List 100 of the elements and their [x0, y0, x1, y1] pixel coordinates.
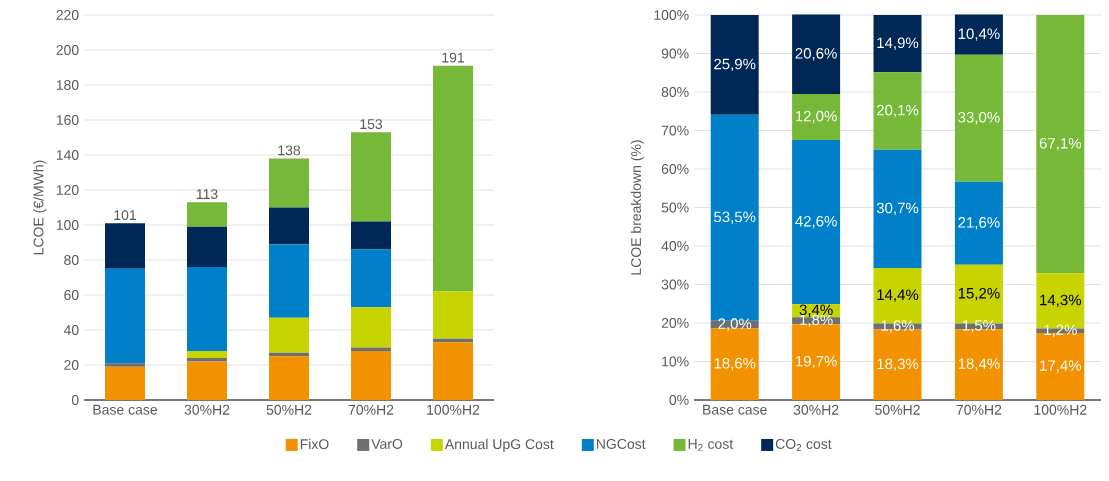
bar	[351, 221, 391, 250]
y-tick-label: 10%	[662, 356, 689, 367]
x-tick-label: 100%H2	[427, 404, 480, 415]
data-label: 14,4%	[877, 289, 919, 302]
data-label: 18,4%	[958, 358, 1000, 371]
y-tick-label: 30%	[661, 279, 689, 290]
legend-label: VarO	[371, 439, 403, 449]
bar	[873, 149, 922, 268]
data-label: 30,7%	[876, 202, 919, 216]
bar	[187, 226, 227, 267]
bar	[954, 54, 1003, 182]
data-label: 20,1%	[876, 104, 919, 118]
bar	[187, 358, 227, 362]
y-tick-label: 100%	[654, 10, 689, 20]
bar	[187, 351, 227, 358]
total-label: 101	[114, 210, 136, 221]
data-label: 18,3%	[877, 358, 919, 371]
bar	[792, 140, 841, 305]
bar	[187, 202, 227, 227]
data-label: 12,0%	[795, 110, 837, 124]
y-tick-label: 0%	[669, 395, 689, 405]
y-tick-label: 20%	[661, 318, 689, 328]
y-tick-label: 140	[56, 150, 79, 160]
x-tick-label: 50%H2	[266, 404, 312, 415]
legend-label: NGCost	[596, 439, 646, 449]
bar	[792, 93, 841, 141]
bar	[269, 356, 309, 400]
x-tick-label: Base case	[703, 404, 767, 415]
bar	[433, 291, 473, 339]
bar	[954, 181, 1003, 265]
x-tick-label: 100%H2	[1034, 404, 1087, 415]
total-label: 138	[278, 145, 301, 156]
total-label: 191	[442, 52, 464, 63]
bar	[105, 366, 145, 400]
y-tick-label: 120	[56, 185, 79, 195]
legend-label: FixO	[300, 438, 329, 450]
data-label: 14,3%	[1040, 294, 1082, 308]
y-tick-label: 200	[56, 45, 79, 55]
y-tick-label: 90%	[661, 48, 689, 59]
y-tick-label: 20	[64, 360, 79, 370]
data-label: 33,0%	[958, 111, 1000, 125]
bar	[433, 65, 473, 292]
data-label: 19,7%	[795, 355, 837, 369]
data-label: 67,1%	[1039, 137, 1082, 151]
data-label: 17,4%	[1040, 360, 1082, 373]
y-tick-label: 70%	[661, 125, 689, 136]
x-tick-label: 70%H2	[348, 404, 394, 415]
y-tick-label: 160	[56, 115, 79, 125]
legend-label: H$_{2}$ cost	[688, 439, 734, 451]
data-label: 20,6%	[795, 48, 837, 61]
bar	[710, 15, 759, 115]
bar	[105, 268, 145, 364]
y-tick-label: 40%	[661, 241, 689, 251]
data-label: 14,9%	[877, 37, 919, 50]
data-label: 15,2%	[958, 287, 1000, 301]
y-tick-label: 80	[64, 255, 79, 265]
y-tick-label: 60	[64, 290, 79, 300]
bar	[105, 223, 145, 269]
x-tick-label: Base case	[93, 404, 158, 415]
bar	[792, 14, 841, 94]
x-tick-label: 30%H2	[184, 404, 230, 415]
bar	[187, 361, 227, 400]
bar	[954, 14, 1003, 55]
legend-label: CO$_{2}$ cost	[775, 439, 832, 451]
x-tick-label: 70%H2	[956, 404, 1002, 415]
data-label: 10,4%	[958, 28, 1000, 41]
y-tick-label: 180	[56, 80, 79, 90]
bar	[1036, 15, 1085, 274]
bar	[433, 342, 473, 400]
bar	[351, 249, 391, 308]
data-label: 18,6%	[714, 358, 756, 371]
bar	[269, 244, 309, 318]
y-tick-label: 220	[56, 10, 79, 20]
total-label: 153	[360, 119, 383, 130]
bar	[351, 307, 391, 348]
x-tick-label: 50%H2	[875, 404, 920, 415]
data-label: 2,0%	[718, 318, 752, 331]
y-tick-label: 100	[56, 220, 79, 230]
bar	[269, 317, 309, 353]
bar	[873, 15, 922, 73]
data-label: 21,6%	[958, 217, 1000, 230]
data-label: 53,5%	[714, 211, 756, 224]
y-tick-label: 40	[63, 325, 79, 335]
total-label: 113	[196, 189, 218, 200]
bar	[105, 363, 145, 367]
bar	[269, 158, 309, 208]
bar	[187, 267, 227, 351]
bar	[269, 207, 309, 245]
bar	[351, 132, 391, 222]
x-tick-label: 30%H2	[793, 404, 839, 415]
y-tick-label: 60%	[661, 164, 689, 174]
y-axis-title: LCOE (€/MWh)	[33, 160, 47, 255]
bar	[873, 72, 922, 150]
y-axis-title: LCOE breakdown (%)	[630, 140, 644, 275]
bar	[351, 351, 391, 400]
y-tick-label: 0	[71, 395, 79, 405]
data-label: 42,6%	[795, 215, 837, 229]
data-label: 25,9%	[714, 58, 756, 72]
y-tick-label: 80%	[661, 87, 689, 97]
y-tick-label: 50%	[661, 202, 689, 213]
